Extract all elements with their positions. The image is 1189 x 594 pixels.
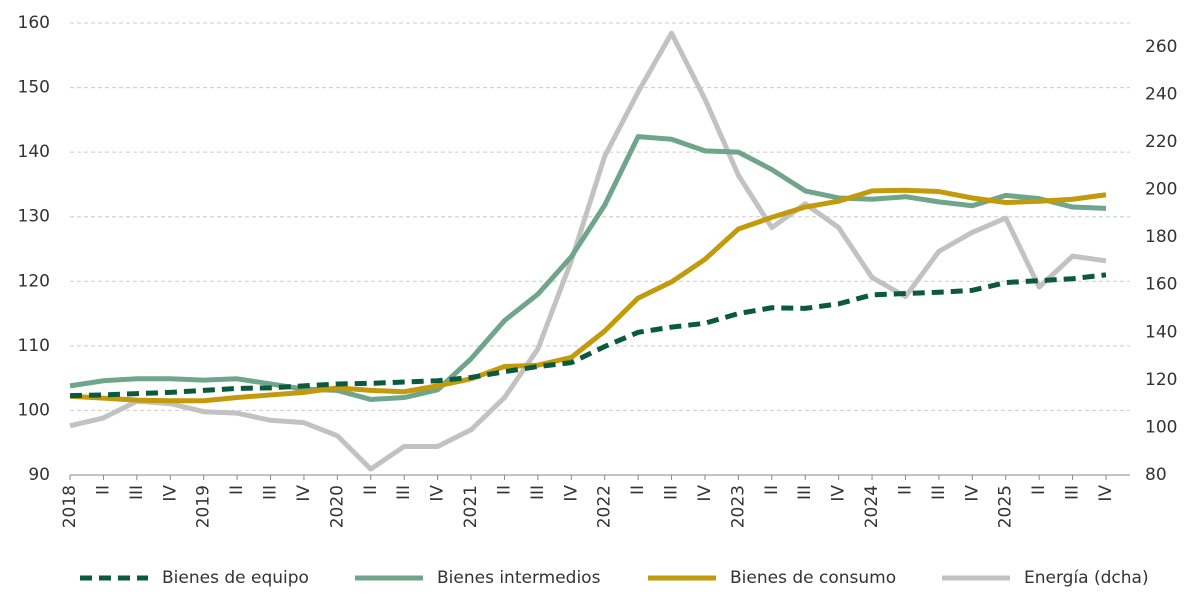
x-tick-label: 2023 [728,485,748,528]
series-line [69,30,1107,472]
y-tick-label: 150 [18,78,50,98]
x-tick-label: 2022 [595,485,615,528]
y-tick-label: 120 [18,271,50,291]
x-tick-label: III [528,485,548,500]
x-tick-label: IV [695,485,715,502]
y2-tick-label: 180 [1145,227,1177,247]
x-tick-label: IV [428,485,448,502]
x-tick-label: II [494,485,514,495]
x-tick-label: 2018 [60,485,80,528]
x-tick-label: 2021 [461,485,481,528]
y-tick-label: 110 [18,336,50,356]
y-tick-label: 100 [18,400,50,420]
x-tick-label: III [394,485,414,500]
x-tick-label: IV [1096,485,1116,502]
x-tick-label: 2025 [996,485,1016,528]
x-tick-label: IV [294,485,314,502]
x-tick-label: III [127,485,147,500]
y2-tick-label: 220 [1145,132,1177,152]
y2-tick-label: 100 [1145,417,1177,437]
series-line [69,134,1107,402]
y-tick-label: 140 [18,142,50,162]
y-tick-label: 160 [18,13,50,33]
y2-tick-label: 120 [1145,370,1177,390]
x-tick-label: III [261,485,281,500]
x-tick-label: IV [160,485,180,502]
legend-label: Bienes intermedios [437,568,601,588]
y2-tick-label: 160 [1145,275,1177,295]
x-tick-label: 2019 [194,485,214,528]
x-tick-label: IV [962,485,982,502]
x-tick-label: II [628,485,648,495]
x-tick-label: 2020 [327,485,347,528]
x-tick-label: IV [829,485,849,502]
series-line [69,187,1107,404]
y2-tick-label: 200 [1145,180,1177,200]
x-tick-label: III [1063,485,1083,500]
legend-label: Bienes de equipo [162,568,309,588]
legend-label: Bienes de consumo [730,568,896,588]
x-tick-label: II [93,485,113,495]
x-tick-label: II [361,485,381,495]
x-tick-label: 2024 [862,485,882,528]
y2-tick-label: 140 [1145,322,1177,342]
y2-tick-label: 80 [1145,465,1167,485]
x-tick-label: IV [561,485,581,502]
y2-tick-label: 240 [1145,84,1177,104]
y2-tick-label: 260 [1145,37,1177,57]
y-tick-label: 130 [18,207,50,227]
x-tick-label: II [762,485,782,495]
legend-label: Energía (dcha) [1024,568,1149,588]
x-tick-label: III [662,485,682,500]
x-tick-label: II [1029,485,1049,495]
series-line [69,272,1107,399]
x-tick-label: III [795,485,815,500]
y-tick-label: 90 [28,465,50,485]
x-tick-label: II [227,485,247,495]
x-tick-label: III [929,485,949,500]
x-tick-label: II [895,485,915,495]
